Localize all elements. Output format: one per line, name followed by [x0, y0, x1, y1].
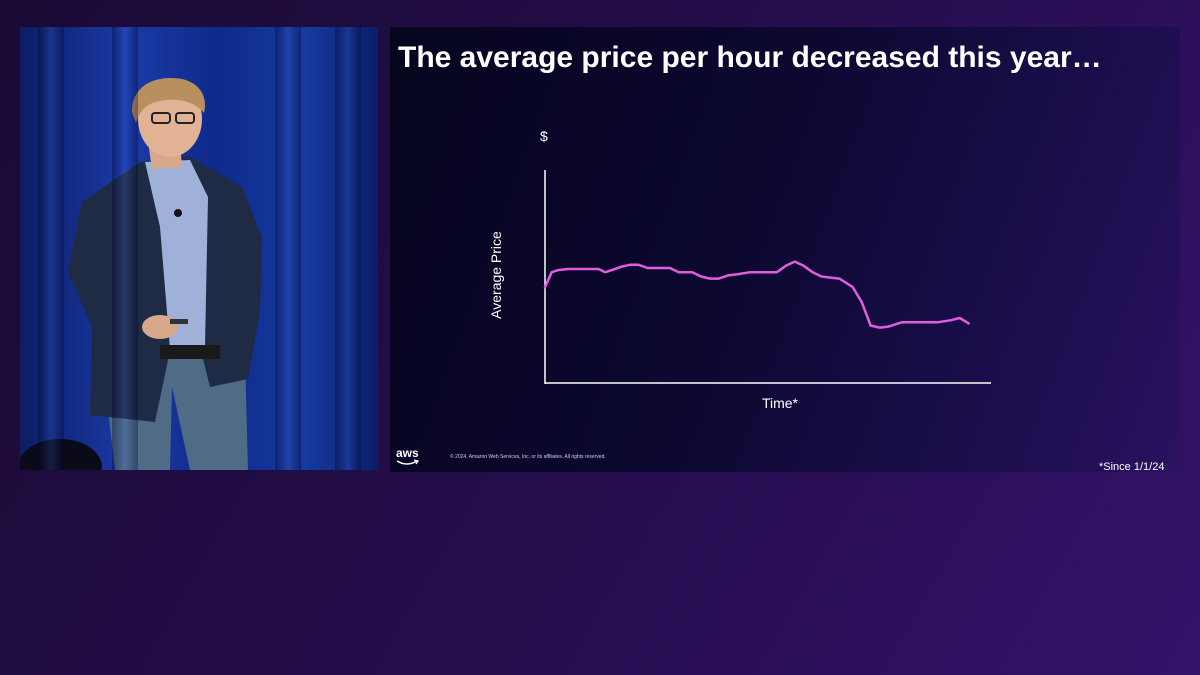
speaker-hair [132, 77, 206, 123]
glasses-icon [151, 112, 171, 124]
slide-title: The average price per hour decreased thi… [398, 41, 1102, 74]
y-axis-label: Average Price [488, 231, 504, 319]
speaker-figure [20, 77, 262, 470]
copyright-notice: © 2024, Amazon Web Services, Inc. or its… [450, 454, 606, 460]
speaker-belt [160, 345, 220, 359]
curtain-fold [38, 27, 64, 470]
glasses-icon [175, 112, 195, 124]
speaker-hand [142, 315, 178, 339]
curtain-fold [335, 27, 361, 470]
speaker-shirt [145, 160, 208, 349]
y-axis-unit-label: $ [540, 128, 548, 144]
price-line-chart: $ Average Price Time* [488, 128, 991, 411]
x-axis-label: Time* [762, 395, 799, 411]
aws-smile-icon [396, 459, 419, 465]
microphone-icon [174, 209, 182, 217]
series-line-average-price [543, 260, 970, 329]
speaker-video [20, 27, 378, 470]
aws-logo: aws [396, 446, 419, 460]
audience-head [20, 439, 102, 470]
slide-footnote: *Since 1/1/24 [1099, 461, 1165, 472]
curtain-fold [112, 27, 138, 470]
curtain-fold [275, 27, 301, 470]
clicker-icon [170, 319, 188, 324]
presentation-slide: The average price per hour decreased thi… [390, 27, 1180, 472]
